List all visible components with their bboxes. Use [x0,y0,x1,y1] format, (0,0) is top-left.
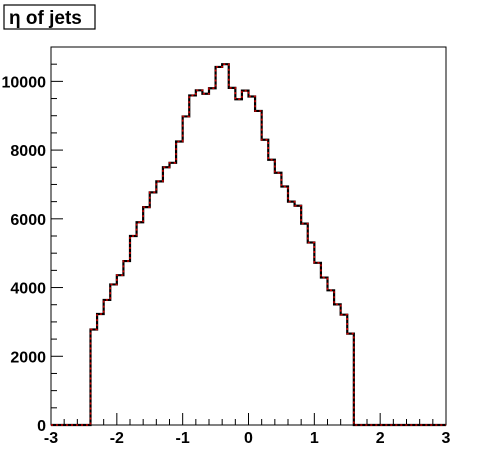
x-tick-label: -3 [44,430,58,447]
histogram-line-overlay [51,63,446,426]
y-tick-label: 2000 [10,349,46,366]
x-tick-label: 0 [244,430,253,447]
x-axis: -3 -2 -1 0 1 2 3 [44,413,451,447]
x-tick-label: 3 [442,430,451,447]
y-tick-label: 8000 [10,143,46,160]
title-frame [3,4,96,30]
x-tick-label: 2 [376,430,385,447]
y-tick-label: 6000 [10,212,46,229]
y-tick-label: 10000 [2,74,47,91]
x-tick-label: -1 [176,430,190,447]
chart-title: η of jets [9,8,82,29]
x-tick-label: -2 [110,430,124,447]
histogram-series [51,63,446,427]
y-tick-label: 0 [37,418,46,435]
chart-title-box: η of jets [3,4,96,30]
x-tick-label: 1 [310,430,319,447]
y-tick-label: 4000 [10,281,46,298]
y-axis: 0 2000 4000 6000 8000 10000 [2,46,63,435]
